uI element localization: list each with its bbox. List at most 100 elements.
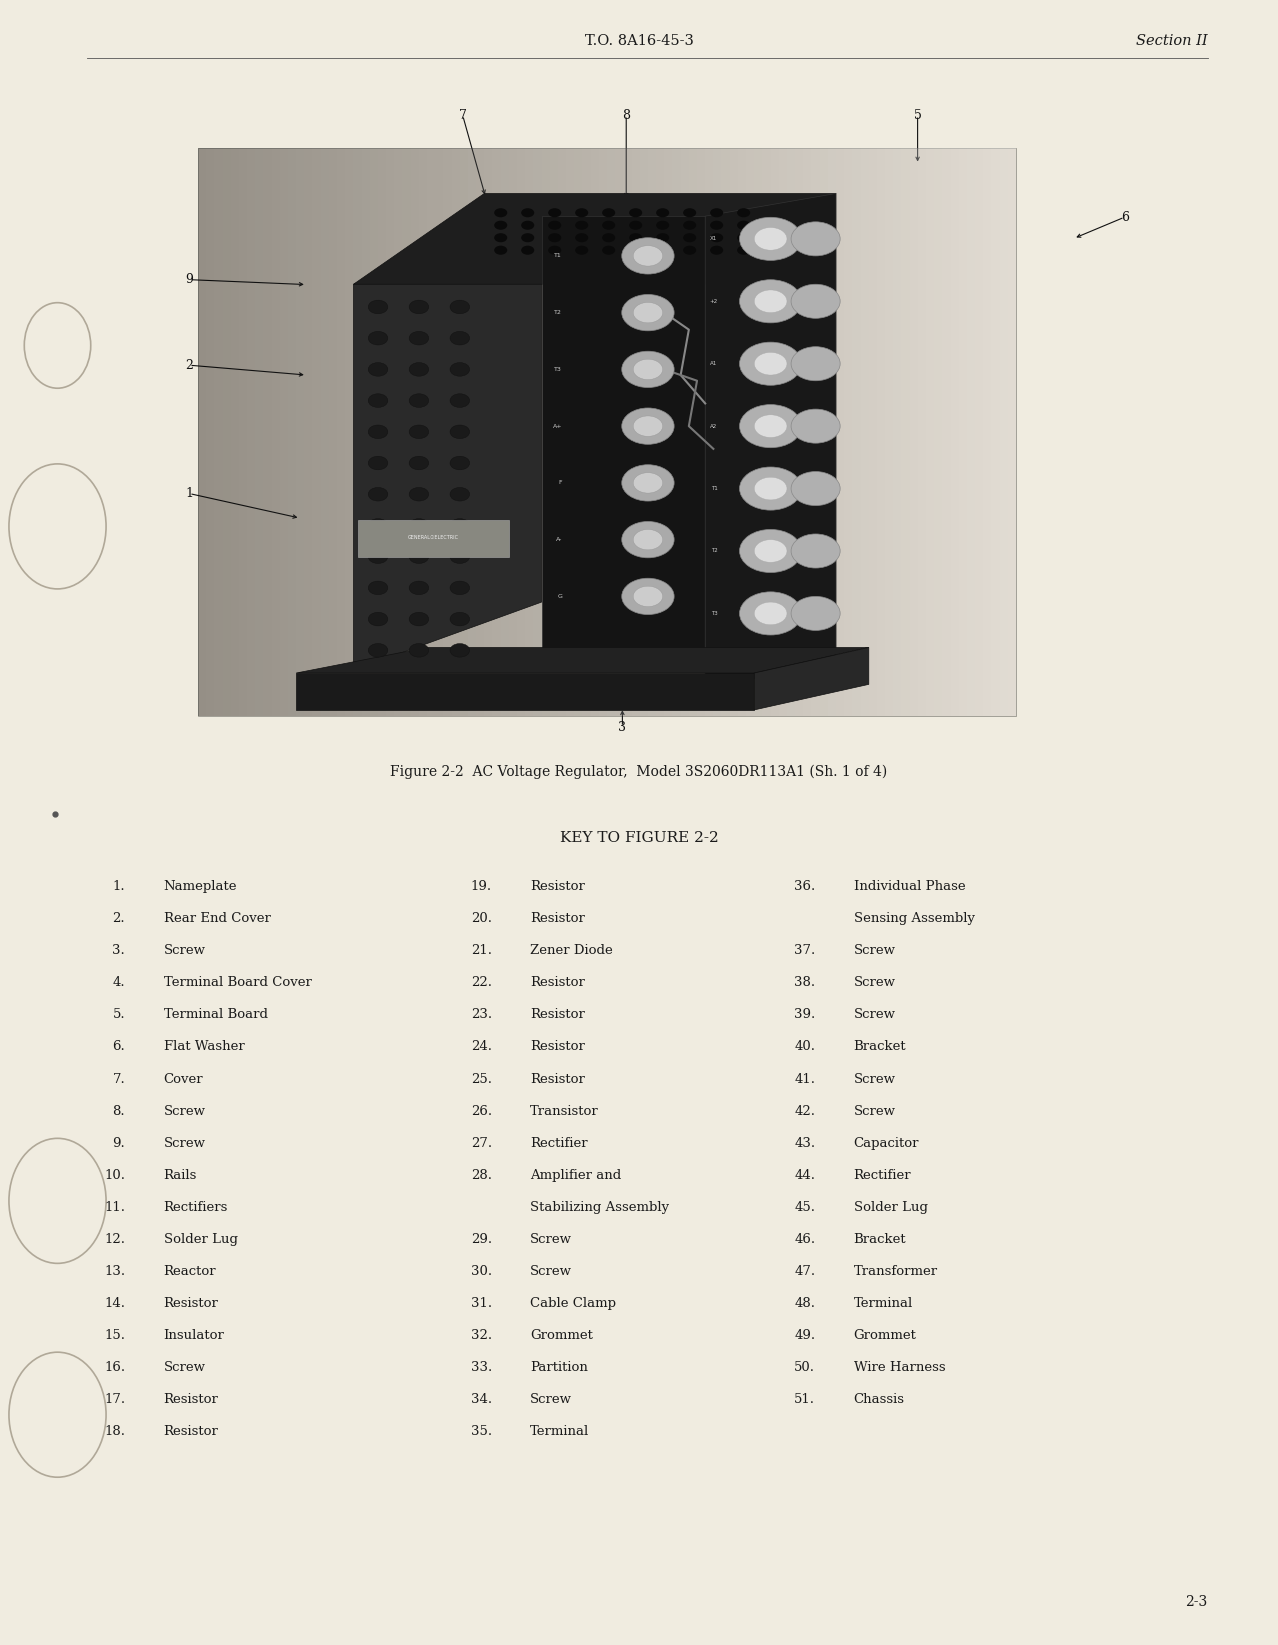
Circle shape	[791, 410, 840, 443]
Text: 41.: 41.	[795, 1073, 815, 1086]
Text: F: F	[558, 480, 562, 485]
Text: Stabilizing Assembly: Stabilizing Assembly	[530, 1201, 670, 1214]
Text: 39.: 39.	[794, 1008, 815, 1022]
Text: X1: X1	[711, 237, 717, 242]
Circle shape	[633, 245, 663, 266]
Circle shape	[409, 299, 428, 314]
Text: 22.: 22.	[472, 975, 492, 989]
Text: Screw: Screw	[164, 1362, 206, 1374]
Text: Nameplate: Nameplate	[164, 880, 238, 893]
Circle shape	[450, 424, 469, 439]
Text: 19.: 19.	[470, 880, 492, 893]
Circle shape	[575, 220, 588, 230]
Text: 15.: 15.	[105, 1329, 125, 1342]
Circle shape	[368, 549, 387, 564]
Circle shape	[368, 643, 387, 656]
FancyBboxPatch shape	[358, 520, 509, 556]
Circle shape	[368, 362, 387, 377]
Circle shape	[368, 456, 387, 470]
Text: Flat Washer: Flat Washer	[164, 1041, 244, 1053]
Text: 14.: 14.	[105, 1296, 125, 1309]
Text: 1: 1	[185, 487, 193, 500]
Circle shape	[548, 245, 561, 255]
Text: Chassis: Chassis	[854, 1393, 905, 1406]
Text: T3: T3	[555, 367, 562, 372]
Text: 49.: 49.	[794, 1329, 815, 1342]
Text: Rectifiers: Rectifiers	[164, 1201, 227, 1214]
Circle shape	[791, 347, 840, 380]
Text: 5: 5	[914, 109, 921, 122]
Text: 9.: 9.	[112, 1137, 125, 1150]
Text: 7: 7	[459, 109, 466, 122]
Text: Grommet: Grommet	[530, 1329, 593, 1342]
Circle shape	[368, 299, 387, 314]
Circle shape	[622, 408, 674, 444]
Circle shape	[575, 245, 588, 255]
Text: 48.: 48.	[795, 1296, 815, 1309]
Text: T.O. 8A16-45-3: T.O. 8A16-45-3	[584, 35, 694, 48]
Text: Grommet: Grommet	[854, 1329, 916, 1342]
Text: 11.: 11.	[105, 1201, 125, 1214]
Circle shape	[450, 612, 469, 625]
Circle shape	[602, 234, 615, 242]
Circle shape	[629, 245, 643, 255]
Text: Resistor: Resistor	[530, 1008, 585, 1022]
Text: Screw: Screw	[530, 1234, 573, 1245]
Text: 32.: 32.	[470, 1329, 492, 1342]
Circle shape	[656, 245, 670, 255]
Circle shape	[368, 581, 387, 595]
Text: Transformer: Transformer	[854, 1265, 938, 1278]
Text: Transistor: Transistor	[530, 1105, 599, 1117]
Polygon shape	[754, 648, 869, 711]
Text: Section II: Section II	[1136, 35, 1208, 48]
Text: KEY TO FIGURE 2-2: KEY TO FIGURE 2-2	[560, 831, 718, 846]
Circle shape	[495, 220, 507, 230]
Circle shape	[409, 643, 428, 656]
Text: 20.: 20.	[472, 911, 492, 924]
Circle shape	[633, 472, 663, 494]
Text: 2-3: 2-3	[1186, 1594, 1208, 1609]
Text: 35.: 35.	[470, 1425, 492, 1438]
Text: 34.: 34.	[470, 1393, 492, 1406]
Text: Rectifier: Rectifier	[530, 1137, 588, 1150]
Circle shape	[740, 280, 801, 322]
Circle shape	[495, 245, 507, 255]
Circle shape	[548, 209, 561, 217]
Circle shape	[711, 209, 723, 217]
Text: 51.: 51.	[795, 1393, 815, 1406]
Text: 45.: 45.	[795, 1201, 815, 1214]
Circle shape	[368, 393, 387, 408]
Circle shape	[409, 487, 428, 502]
Circle shape	[684, 234, 697, 242]
Text: 6: 6	[1121, 211, 1128, 224]
Text: 33.: 33.	[470, 1362, 492, 1374]
Text: Solder Lug: Solder Lug	[164, 1234, 238, 1245]
Circle shape	[450, 643, 469, 656]
Text: 23.: 23.	[470, 1008, 492, 1022]
Text: Screw: Screw	[854, 1073, 896, 1086]
Circle shape	[629, 209, 643, 217]
Text: Bracket: Bracket	[854, 1041, 906, 1053]
Text: Individual Phase: Individual Phase	[854, 880, 965, 893]
Text: 47.: 47.	[794, 1265, 815, 1278]
Text: 24.: 24.	[472, 1041, 492, 1053]
Text: Resistor: Resistor	[164, 1296, 219, 1309]
Text: 10.: 10.	[105, 1168, 125, 1181]
Text: 8.: 8.	[112, 1105, 125, 1117]
Circle shape	[409, 331, 428, 345]
Text: 50.: 50.	[795, 1362, 815, 1374]
Text: 29.: 29.	[470, 1234, 492, 1245]
Circle shape	[409, 612, 428, 625]
Text: Resistor: Resistor	[530, 975, 585, 989]
Text: Screw: Screw	[854, 1105, 896, 1117]
Circle shape	[684, 245, 697, 255]
Text: 2: 2	[185, 359, 193, 372]
Text: A+: A+	[552, 424, 562, 429]
Text: Terminal: Terminal	[854, 1296, 912, 1309]
Text: Resistor: Resistor	[530, 1073, 585, 1086]
Circle shape	[791, 597, 840, 630]
Circle shape	[409, 549, 428, 564]
Circle shape	[684, 220, 697, 230]
Text: Sensing Assembly: Sensing Assembly	[854, 911, 975, 924]
Text: Bracket: Bracket	[854, 1234, 906, 1245]
